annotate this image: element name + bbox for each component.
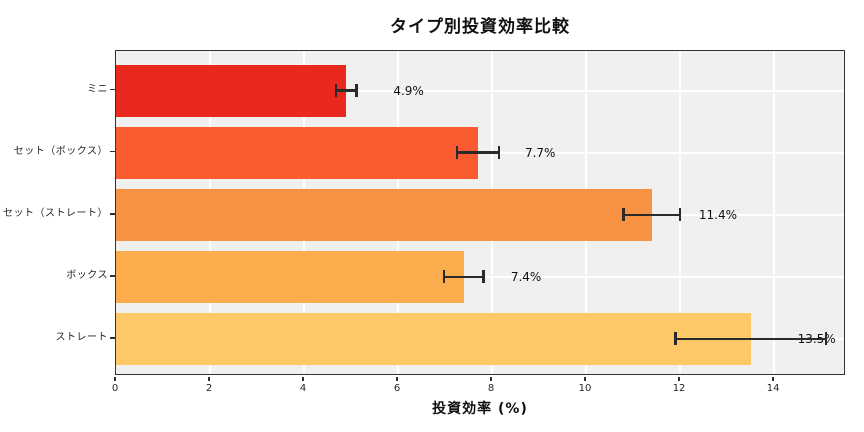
x-tick-label: 10: [578, 383, 592, 394]
value-label: 4.9%: [393, 83, 424, 98]
errorbar-cap-left: [334, 84, 338, 97]
errorbar-cap-right: [824, 332, 827, 346]
errorbar-line: [675, 337, 826, 341]
x-tick-label: 14: [766, 383, 780, 394]
value-label: 7.7%: [524, 145, 556, 160]
errorbar-cap-left: [622, 208, 625, 222]
errorbar-cap-left: [455, 146, 458, 160]
bar: [116, 250, 464, 303]
chart-title: タイプ別投資効率比較: [390, 17, 570, 37]
errorbar-cap-left: [674, 332, 677, 346]
x-tick-mark: [302, 376, 304, 382]
y-tick-label: セット（ボックス）: [13, 145, 108, 157]
plot-area: 4.9%7.7%11.4%7.4%13.5%: [115, 50, 845, 375]
x-axis-label: 投資効率 (%): [432, 401, 528, 417]
errorbar-cap-right: [678, 208, 682, 222]
errorbar-cap-right: [482, 270, 485, 284]
y-tick-label: ミニ: [87, 83, 108, 95]
x-tick-label: 6: [393, 383, 401, 394]
x-tick-mark: [208, 376, 210, 382]
value-label: 11.4%: [698, 207, 737, 222]
x-tick-mark: [114, 376, 116, 382]
bar: [116, 126, 478, 179]
errorbar-line: [335, 89, 357, 92]
x-tick-label: 4: [299, 383, 307, 394]
errorbar-line: [623, 213, 681, 216]
y-tick-mark: [110, 88, 115, 91]
errorbar-cap-left: [442, 270, 446, 284]
y-tick-mark: [110, 212, 115, 215]
errorbar-line: [444, 275, 484, 279]
x-tick-mark: [678, 376, 680, 382]
y-gridline: [116, 89, 844, 92]
y-tick-label: ストレート: [55, 331, 108, 343]
bar: [116, 188, 652, 241]
bar: [116, 312, 751, 365]
bar: [116, 64, 347, 117]
x-tick-mark: [396, 376, 398, 382]
x-tick-mark: [490, 376, 492, 382]
y-tick-label: セット（ストレート）: [3, 207, 108, 219]
errorbar-line: [456, 151, 500, 154]
x-tick-label: 2: [205, 383, 213, 394]
errorbar-cap-right: [497, 146, 501, 160]
value-label: 7.4%: [510, 269, 542, 284]
y-tick-mark: [110, 275, 115, 277]
x-tick-label: 8: [487, 383, 495, 394]
errorbar-cap-right: [355, 84, 358, 97]
x-tick-mark: [772, 376, 774, 382]
x-tick-mark: [584, 376, 586, 382]
y-tick-label: ボックス: [66, 269, 108, 281]
y-tick-mark: [110, 150, 115, 153]
x-tick-label: 0: [111, 383, 119, 394]
y-tick-mark: [110, 337, 115, 339]
x-tick-label: 12: [672, 383, 686, 394]
x-gridline: [773, 51, 776, 374]
